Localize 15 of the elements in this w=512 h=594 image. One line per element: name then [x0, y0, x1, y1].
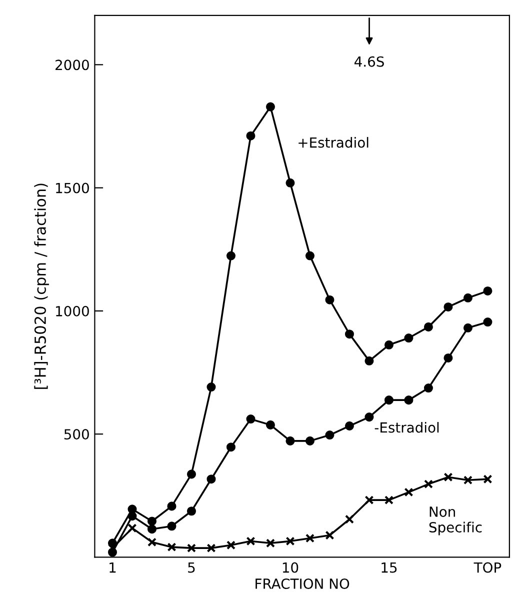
y-tick-label: 2000 [56, 60, 89, 70]
y-tick-label: 1000 [56, 306, 89, 316]
series-label: Non Specific [429, 506, 482, 536]
x-tick-label: 1 [110, 562, 116, 573]
annotation: 4.6S [354, 56, 384, 67]
series-label: -Estradiol [374, 422, 439, 433]
y-tick-label: 1500 [56, 182, 89, 194]
y-axis-title: [³H]-R5020 (cpm / fraction) [34, 184, 49, 389]
y-tick-label: 500 [64, 429, 89, 440]
x-tick-label: 5 [188, 562, 195, 573]
x-tick-label: 10 [282, 562, 298, 573]
series-label: +Estradiol [298, 137, 368, 148]
x-tick-label: TOP [474, 562, 502, 573]
x-tick-label: 15 [382, 562, 397, 573]
x-axis-title: FRACTION NO [256, 578, 350, 590]
